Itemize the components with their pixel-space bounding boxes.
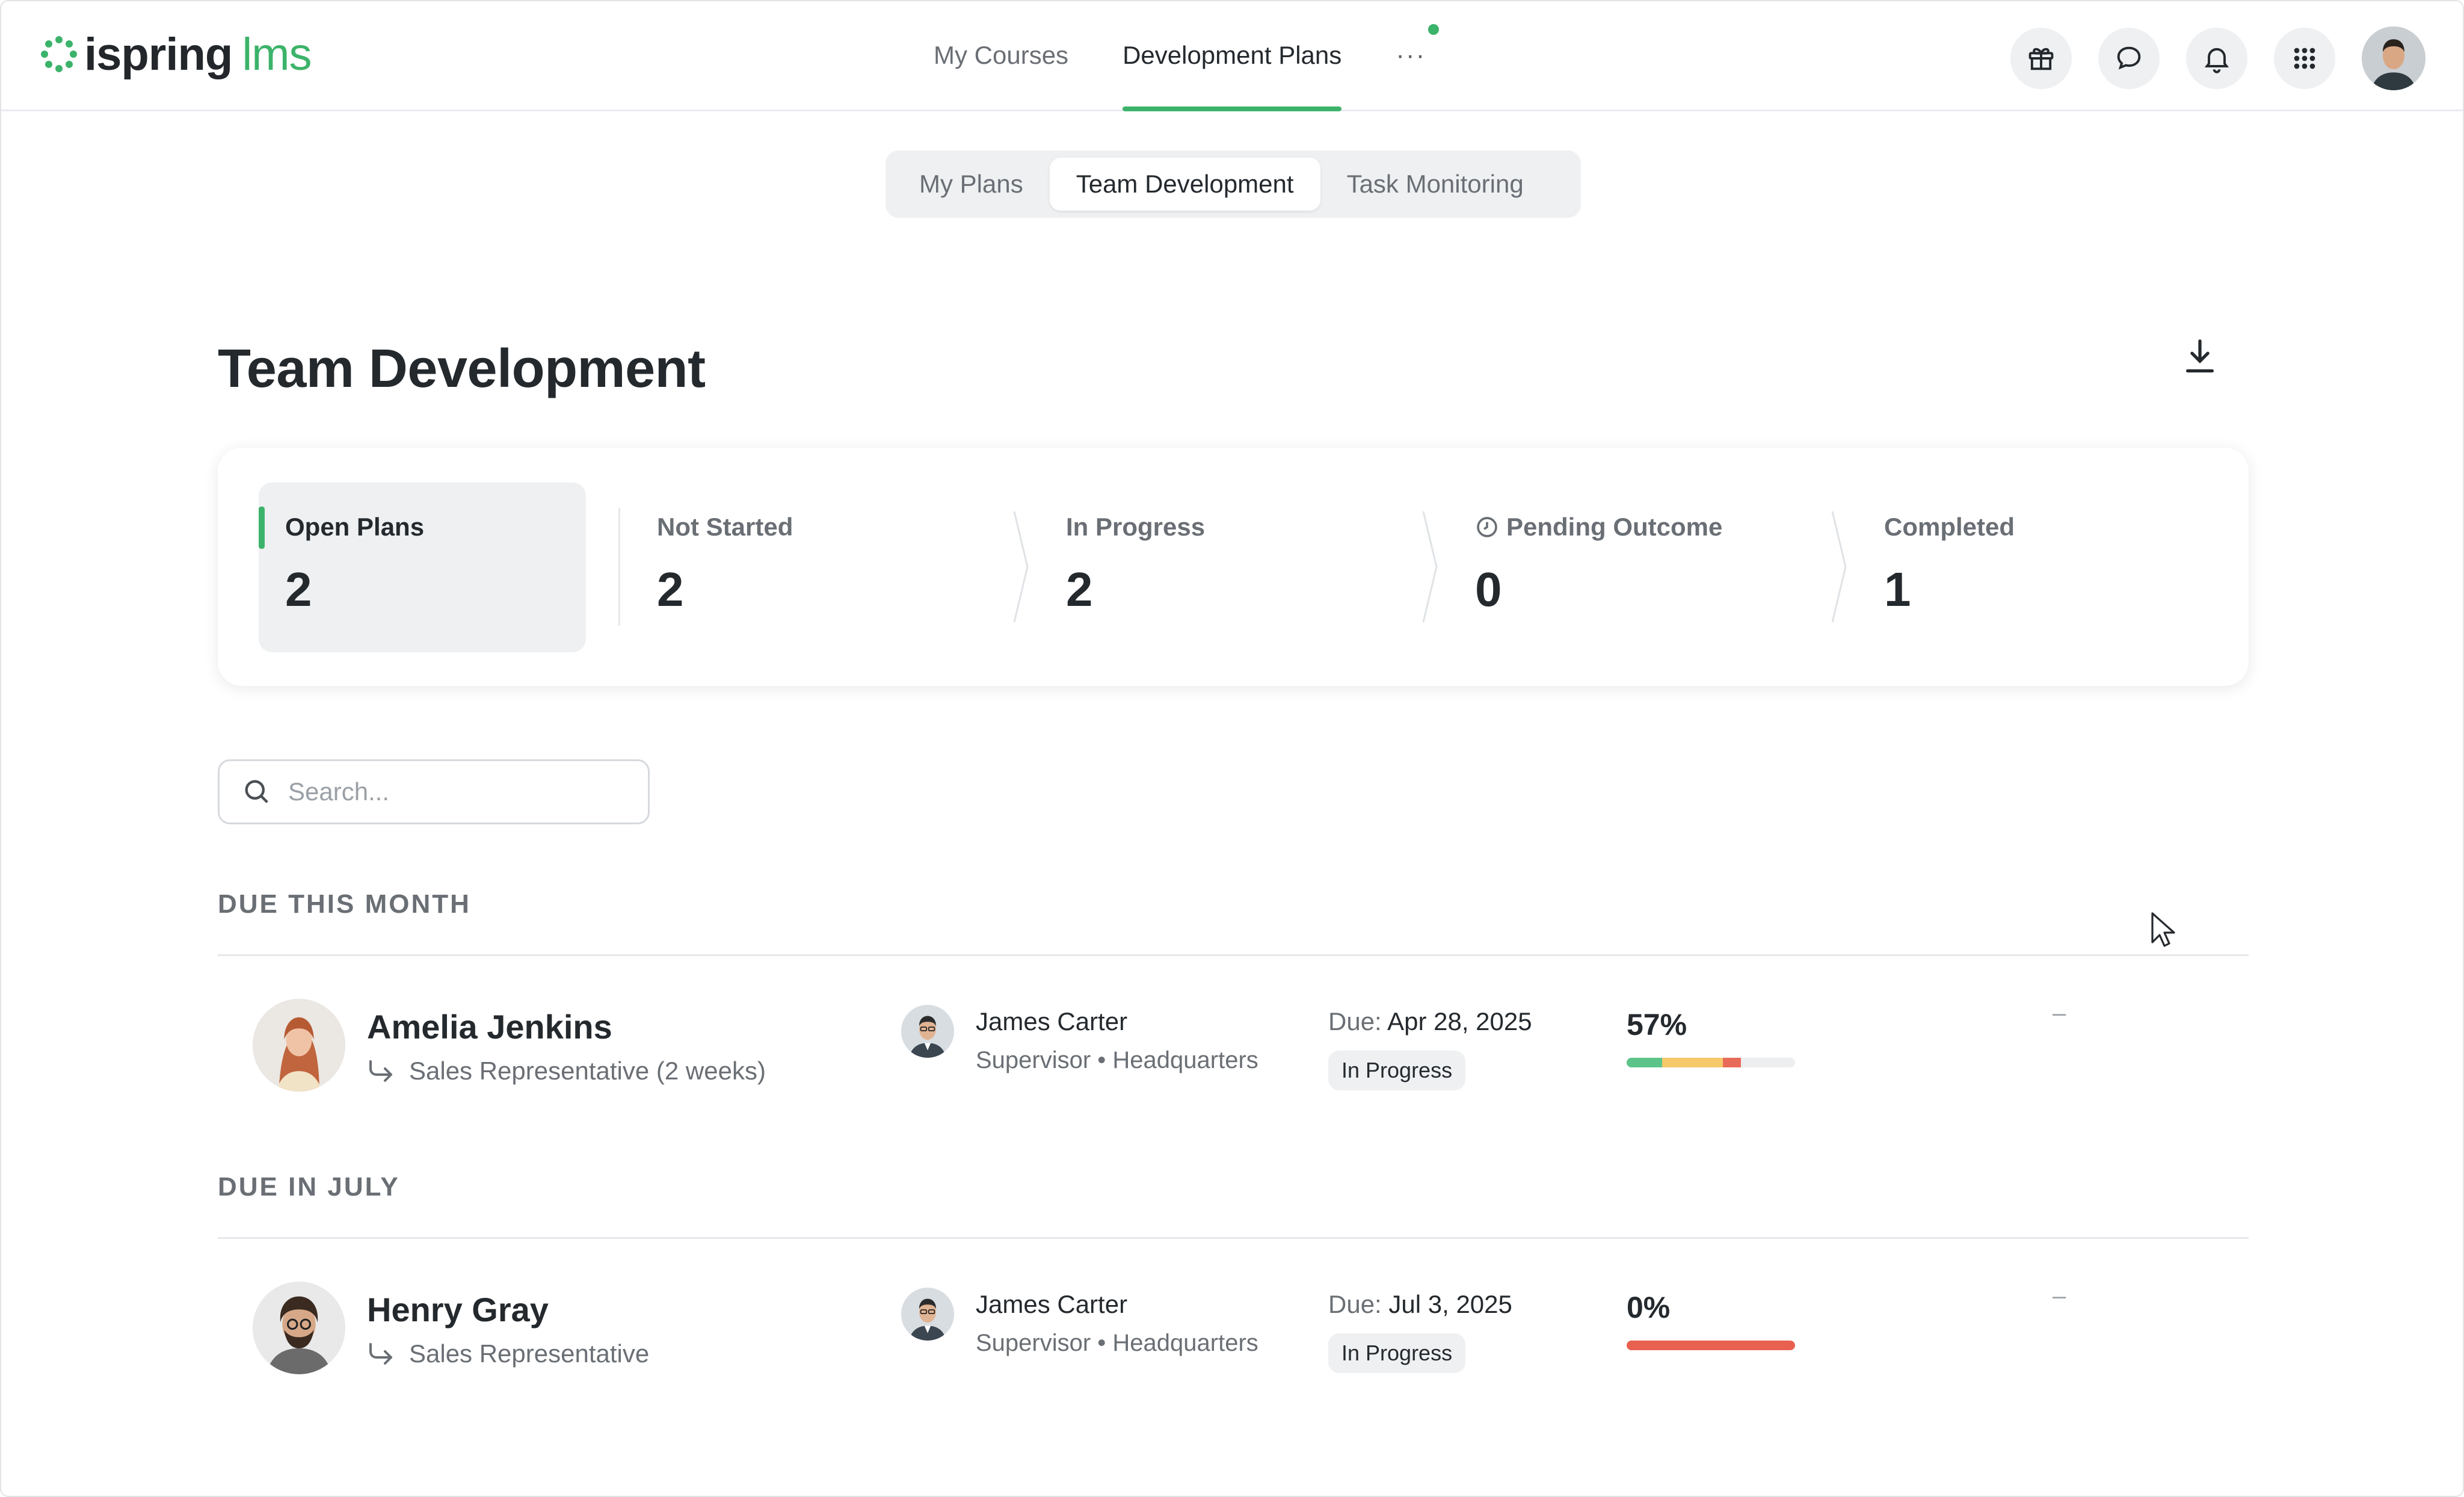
employee-name[interactable]: Amelia Jenkins bbox=[367, 1008, 612, 1046]
stat-label: In Progress bbox=[1066, 513, 1206, 541]
divider bbox=[218, 954, 2249, 956]
stat-pending-outcome[interactable]: Pending Outcome 0 bbox=[1449, 483, 1834, 652]
status-badge: In Progress bbox=[1328, 1051, 1466, 1090]
apps-button[interactable] bbox=[2274, 28, 2335, 89]
divider bbox=[218, 1237, 2249, 1239]
progress-segment bbox=[1662, 1058, 1723, 1067]
download-icon[interactable] bbox=[2179, 336, 2221, 378]
due-date: Due: Jul 3, 2025 bbox=[1328, 1290, 1512, 1319]
employee-role-text: Sales Representative bbox=[409, 1339, 650, 1368]
subdirectory-arrow-icon bbox=[369, 1060, 392, 1082]
mouse-cursor-icon bbox=[2151, 912, 2175, 947]
logo-text: ispring bbox=[84, 28, 233, 80]
chevron-right-icon bbox=[1013, 511, 1029, 623]
progress-segment bbox=[1627, 1058, 1662, 1067]
stat-open-plans[interactable]: Open Plans 2 bbox=[259, 483, 586, 652]
employee-avatar bbox=[253, 1282, 345, 1374]
main-navigation: My Courses Development Plans ··· bbox=[934, 1, 1440, 111]
subtab-team-development[interactable]: Team Development bbox=[1049, 158, 1320, 211]
due-date: Due: Apr 28, 2025 bbox=[1328, 1007, 1532, 1036]
top-bar: ispring lms My Courses Development Plans… bbox=[1, 1, 2463, 111]
supervisor-name: James Carter bbox=[976, 1007, 1128, 1036]
supervisor-description: Supervisor • Headquarters bbox=[976, 1047, 1258, 1073]
subdirectory-arrow-icon bbox=[369, 1343, 392, 1365]
group-heading: DUE IN JULY bbox=[218, 1172, 400, 1202]
gift-icon bbox=[2028, 48, 2054, 70]
search-icon bbox=[245, 780, 268, 803]
progress-segment bbox=[1722, 1058, 1742, 1067]
progress-percent: 57% bbox=[1627, 1008, 1687, 1042]
employee-avatar bbox=[253, 999, 345, 1091]
stat-label-text: Pending Outcome bbox=[1506, 513, 1723, 541]
stat-value: 2 bbox=[1066, 563, 1093, 616]
notifications-button[interactable] bbox=[2186, 28, 2247, 89]
nav-tab-my-courses[interactable]: My Courses bbox=[934, 41, 1069, 69]
user-avatar-image bbox=[2362, 26, 2426, 90]
supervisor-photo bbox=[901, 1288, 954, 1341]
chevron-right-icon bbox=[1422, 511, 1438, 623]
stat-in-progress[interactable]: In Progress 2 bbox=[1040, 483, 1424, 652]
group-heading: DUE THIS MONTH bbox=[218, 889, 471, 919]
user-avatar[interactable] bbox=[2362, 26, 2426, 90]
stat-completed[interactable]: Completed 1 bbox=[1858, 483, 2219, 652]
page-title: Team Development bbox=[218, 339, 706, 399]
progress-bar bbox=[1627, 1341, 1795, 1350]
subtab-my-plans[interactable]: My Plans bbox=[919, 170, 1023, 198]
progress-bar bbox=[1627, 1058, 1795, 1067]
nav-tab-development-plans[interactable]: Development Plans bbox=[1123, 1, 1342, 111]
progress-segment bbox=[1627, 1341, 1795, 1350]
plan-row[interactable]: Amelia Jenkins Sales Representative (2 w… bbox=[218, 999, 2249, 1119]
supervisor-photo bbox=[901, 1005, 954, 1058]
stat-value: 2 bbox=[657, 563, 684, 616]
supervisor-avatar bbox=[901, 1288, 954, 1341]
stat-label: Not Started bbox=[657, 513, 793, 541]
stat-label: Completed bbox=[1884, 513, 2015, 541]
ispring-logo[interactable]: ispring lms bbox=[40, 28, 312, 80]
stat-value: 1 bbox=[1884, 563, 1911, 616]
due-label: Due: bbox=[1328, 1290, 1382, 1318]
due-date-value: Apr 28, 2025 bbox=[1387, 1007, 1532, 1036]
apps-grid-icon bbox=[2294, 48, 2315, 69]
employee-role: Sales Representative bbox=[367, 1339, 649, 1368]
subtab-task-monitoring[interactable]: Task Monitoring bbox=[1346, 170, 1524, 198]
due-date-value: Jul 3, 2025 bbox=[1388, 1290, 1512, 1318]
more-icon: ··· bbox=[1396, 40, 1426, 70]
plans-subtabs: My Plans Team Development Task Monitorin… bbox=[886, 150, 1581, 218]
clock-icon bbox=[1477, 517, 1497, 537]
supervisor-description: Supervisor • Headquarters bbox=[976, 1330, 1258, 1356]
chat-icon bbox=[2117, 46, 2141, 70]
stat-label: Pending Outcome bbox=[1475, 513, 1722, 542]
stats-divider bbox=[618, 508, 620, 626]
extra-value: – bbox=[2053, 1000, 2066, 1026]
progress-percent: 0% bbox=[1627, 1291, 1671, 1324]
employee-name[interactable]: Henry Gray bbox=[367, 1291, 549, 1329]
search-input[interactable] bbox=[287, 777, 626, 807]
due-label: Due: bbox=[1328, 1007, 1382, 1036]
gift-button[interactable] bbox=[2010, 28, 2072, 89]
employee-role: Sales Representative (2 weeks) bbox=[367, 1057, 766, 1085]
plan-row[interactable]: Henry Gray Sales Representative James Ca… bbox=[218, 1282, 2249, 1402]
nav-more-button[interactable]: ··· bbox=[1396, 1, 1440, 110]
messages-button[interactable] bbox=[2098, 28, 2160, 89]
stat-not-started[interactable]: Not Started 2 bbox=[630, 483, 1015, 652]
notification-dot bbox=[1428, 24, 1440, 35]
stat-value: 0 bbox=[1475, 563, 1502, 616]
employee-photo bbox=[253, 999, 345, 1091]
stat-label: Open Plans bbox=[285, 513, 425, 541]
plan-status-summary: Open Plans 2 Not Started 2 In Progress 2… bbox=[218, 448, 2249, 686]
search-box bbox=[218, 759, 650, 824]
extra-value: – bbox=[2053, 1283, 2066, 1309]
logo-text-lms: lms bbox=[242, 28, 312, 80]
status-badge: In Progress bbox=[1328, 1333, 1466, 1373]
logo-mark-icon bbox=[41, 36, 77, 72]
supervisor-name: James Carter bbox=[976, 1290, 1128, 1318]
supervisor-avatar bbox=[901, 1005, 954, 1058]
bell-icon bbox=[2204, 48, 2229, 73]
stat-value: 2 bbox=[285, 563, 312, 616]
employee-photo bbox=[253, 1282, 345, 1374]
employee-role-text: Sales Representative (2 weeks) bbox=[409, 1057, 766, 1085]
chevron-right-icon bbox=[1831, 511, 1847, 623]
